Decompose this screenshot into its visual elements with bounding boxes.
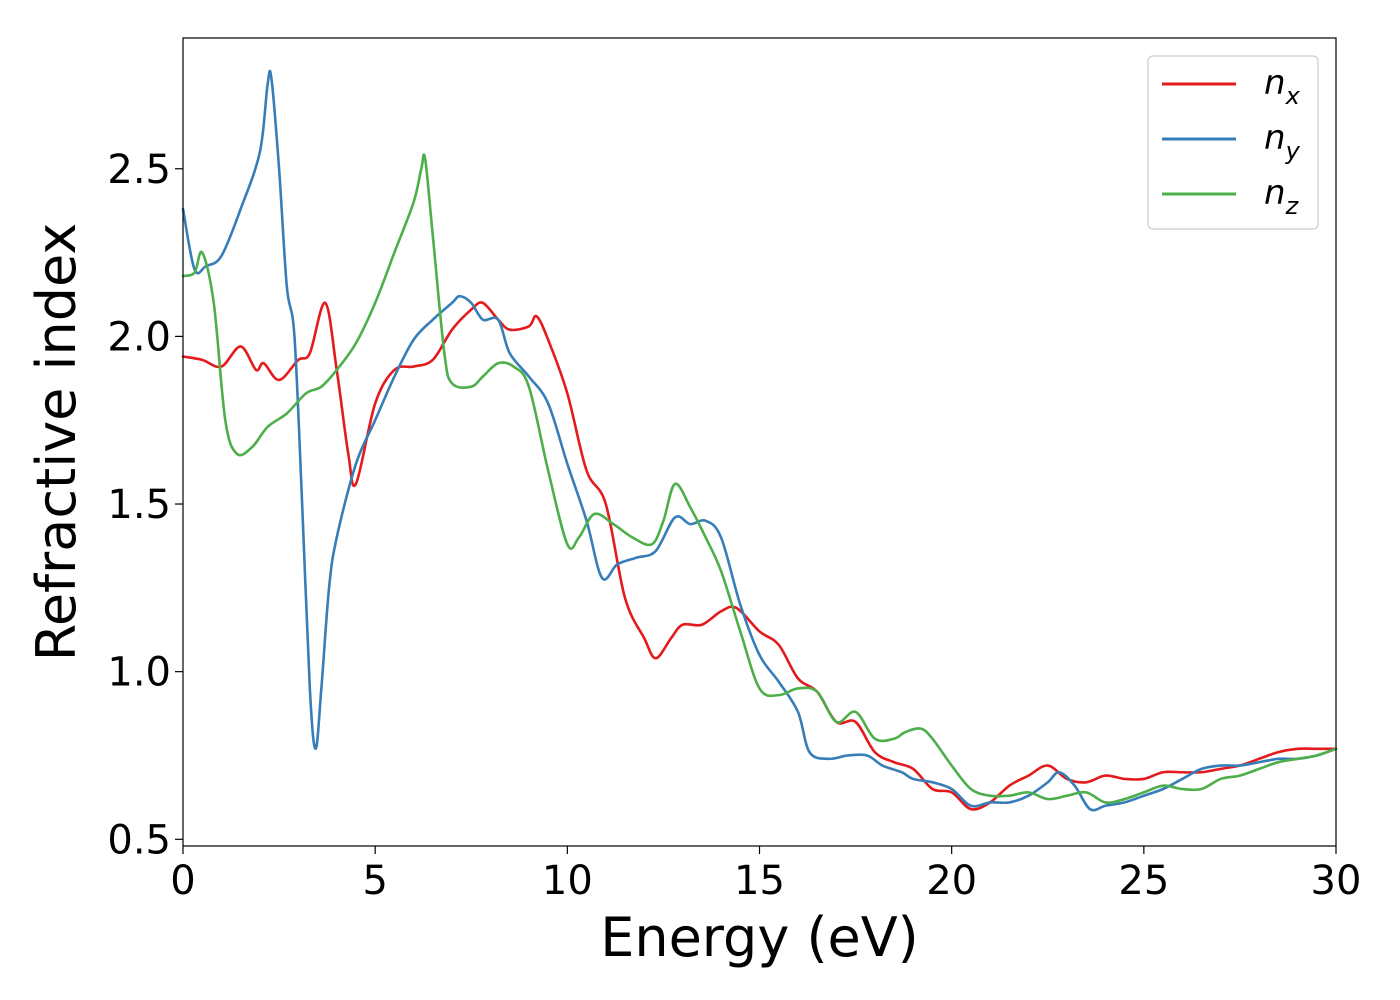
y-tick-label: 0.5 xyxy=(107,817,171,863)
x-tick-label: 25 xyxy=(1118,858,1169,904)
y-tick-label: 2.0 xyxy=(107,314,171,360)
y-tick-label: 1.0 xyxy=(107,650,171,696)
x-axis-ticks: 0 5 10 15 20 25 30 xyxy=(170,846,1361,904)
legend-box xyxy=(1147,55,1319,230)
y-axis-ticks: 0.5 1.0 1.5 2.0 2.5 xyxy=(107,147,183,863)
legend-label-ny: ny xyxy=(1264,118,1301,165)
x-tick-label: 5 xyxy=(362,858,387,904)
x-tick-label: 10 xyxy=(542,858,593,904)
x-tick-label: 15 xyxy=(734,858,785,904)
series-line-nx xyxy=(181,301,1338,811)
x-tick-label: 20 xyxy=(926,858,977,904)
x-tick-label: 30 xyxy=(1311,858,1362,904)
x-tick-label: 0 xyxy=(170,858,195,904)
series-line-ny xyxy=(181,69,1338,812)
series-line-nz xyxy=(181,153,1338,804)
plot-lines xyxy=(181,69,1338,812)
legend-label-nx: nx xyxy=(1264,63,1301,110)
y-tick-label: 2.5 xyxy=(107,147,171,193)
y-axis-label: Refractive index xyxy=(25,223,88,662)
y-tick-label: 1.5 xyxy=(107,482,171,528)
x-axis-label: Energy (eV) xyxy=(600,906,919,969)
